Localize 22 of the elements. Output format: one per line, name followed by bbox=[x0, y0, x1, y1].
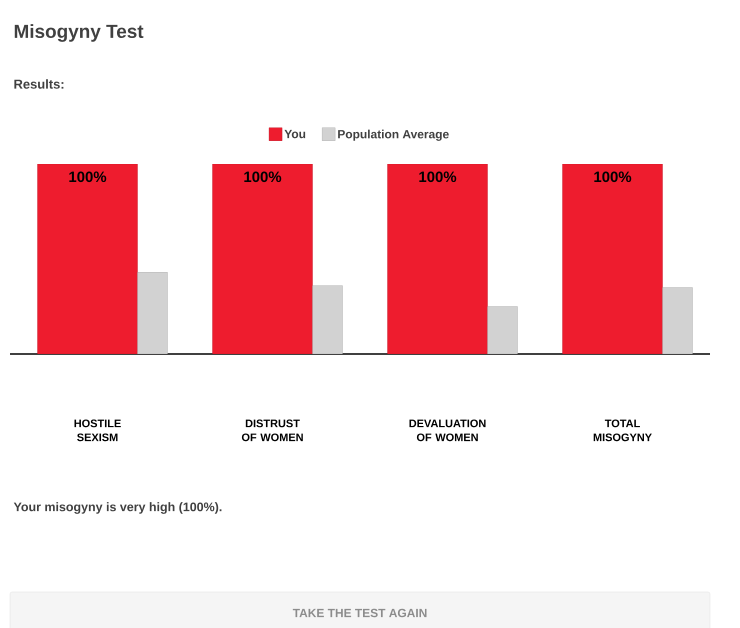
data-label: 100% bbox=[594, 172, 632, 182]
bar bbox=[37, 164, 138, 354]
bar bbox=[312, 285, 343, 354]
bar bbox=[562, 164, 663, 354]
bar bbox=[487, 306, 518, 354]
text: Your misogyny is very high (100%). bbox=[14, 502, 222, 514]
chart-title: Misogyny Test bbox=[14, 24, 144, 42]
legend-label: Population Average bbox=[338, 130, 449, 141]
data-label: 100% bbox=[419, 172, 456, 182]
bar bbox=[212, 164, 313, 354]
bar bbox=[387, 164, 488, 354]
chart-subtitle: Results: bbox=[14, 79, 64, 89]
x-tick-label: TOTAL MISOGYNY bbox=[594, 420, 652, 442]
data-label: 100% bbox=[244, 172, 282, 182]
x-tick-label: DISTRUST OF WOMEN bbox=[242, 420, 303, 442]
x-tick-label: DEVALUATION OF WOMEN bbox=[409, 420, 486, 442]
bar bbox=[662, 287, 693, 354]
data-label: 100% bbox=[69, 172, 106, 182]
legend-label: You bbox=[284, 130, 306, 138]
text: TAKE THE TEST AGAIN bbox=[292, 608, 426, 618]
x-tick-label: HOSTILE SEXISM bbox=[74, 420, 121, 442]
bar bbox=[137, 272, 168, 354]
